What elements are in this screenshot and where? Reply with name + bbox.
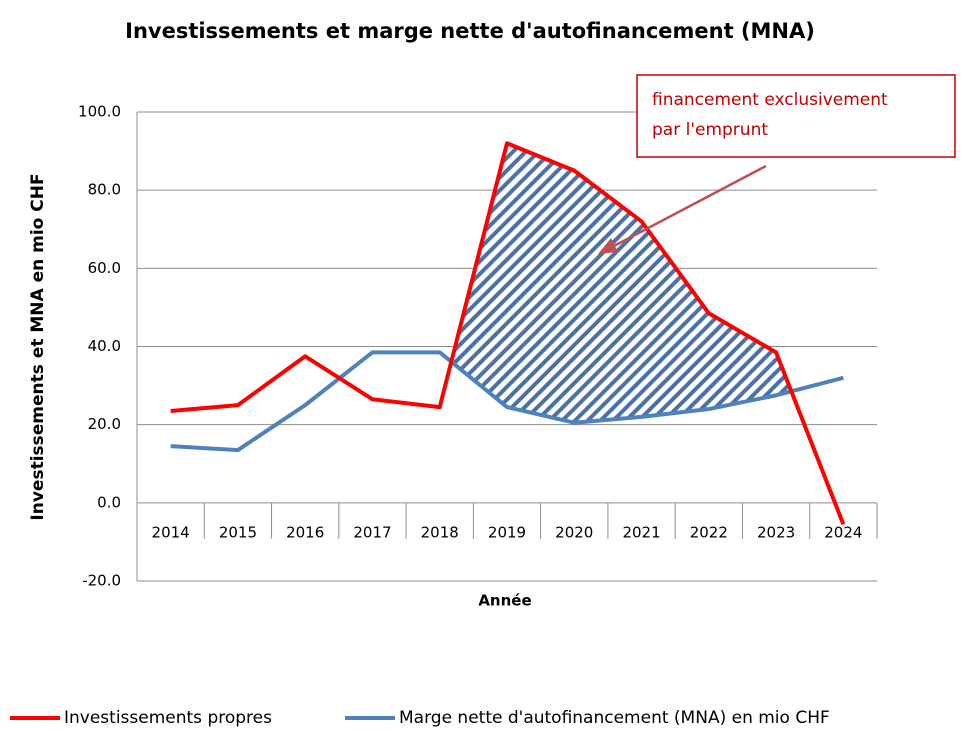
x-tick-label: 2024 (824, 523, 862, 541)
y-tick-label: 100.0 (78, 103, 121, 121)
y-tick-label: 80.0 (88, 181, 121, 199)
x-tick-label: 2015 (219, 523, 257, 541)
legend-label: Investissements propres (64, 708, 272, 728)
x-tick-label: 2019 (488, 523, 526, 541)
x-tick-label: 2021 (622, 523, 660, 541)
arrow-head (598, 238, 618, 254)
y-tick-label: -20.0 (82, 572, 121, 590)
annotation-text: financement exclusivement (652, 90, 888, 110)
x-tick-label: 2014 (152, 523, 190, 541)
y-tick-label: 0.0 (97, 493, 121, 511)
chart-title: Investissements et marge nette d'autofin… (125, 19, 815, 43)
x-tick-label: 2016 (286, 523, 324, 541)
x-tick-label: 2017 (353, 523, 391, 541)
y-tick-label: 40.0 (88, 337, 121, 355)
line-series (170, 350, 844, 453)
x-tick-label: 2020 (555, 523, 593, 541)
line-series (170, 141, 846, 526)
annotation-box (636, 74, 956, 158)
legend-label: Marge nette d'autofinancement (MNA) en m… (399, 708, 830, 728)
x-tick-label: 2018 (421, 523, 459, 541)
annotation-arrow (611, 164, 767, 249)
y-axis-title: Investissements et MNA en mio CHF (28, 173, 48, 520)
x-tick-label: 2022 (690, 523, 728, 541)
hatched-area (450, 142, 793, 424)
x-tick-label: 2023 (757, 523, 795, 541)
annotation-text: par l'emprunt (652, 120, 768, 140)
y-tick-label: 20.0 (88, 415, 121, 433)
x-axis-title: Année (478, 592, 531, 610)
y-tick-label: 60.0 (88, 259, 121, 277)
